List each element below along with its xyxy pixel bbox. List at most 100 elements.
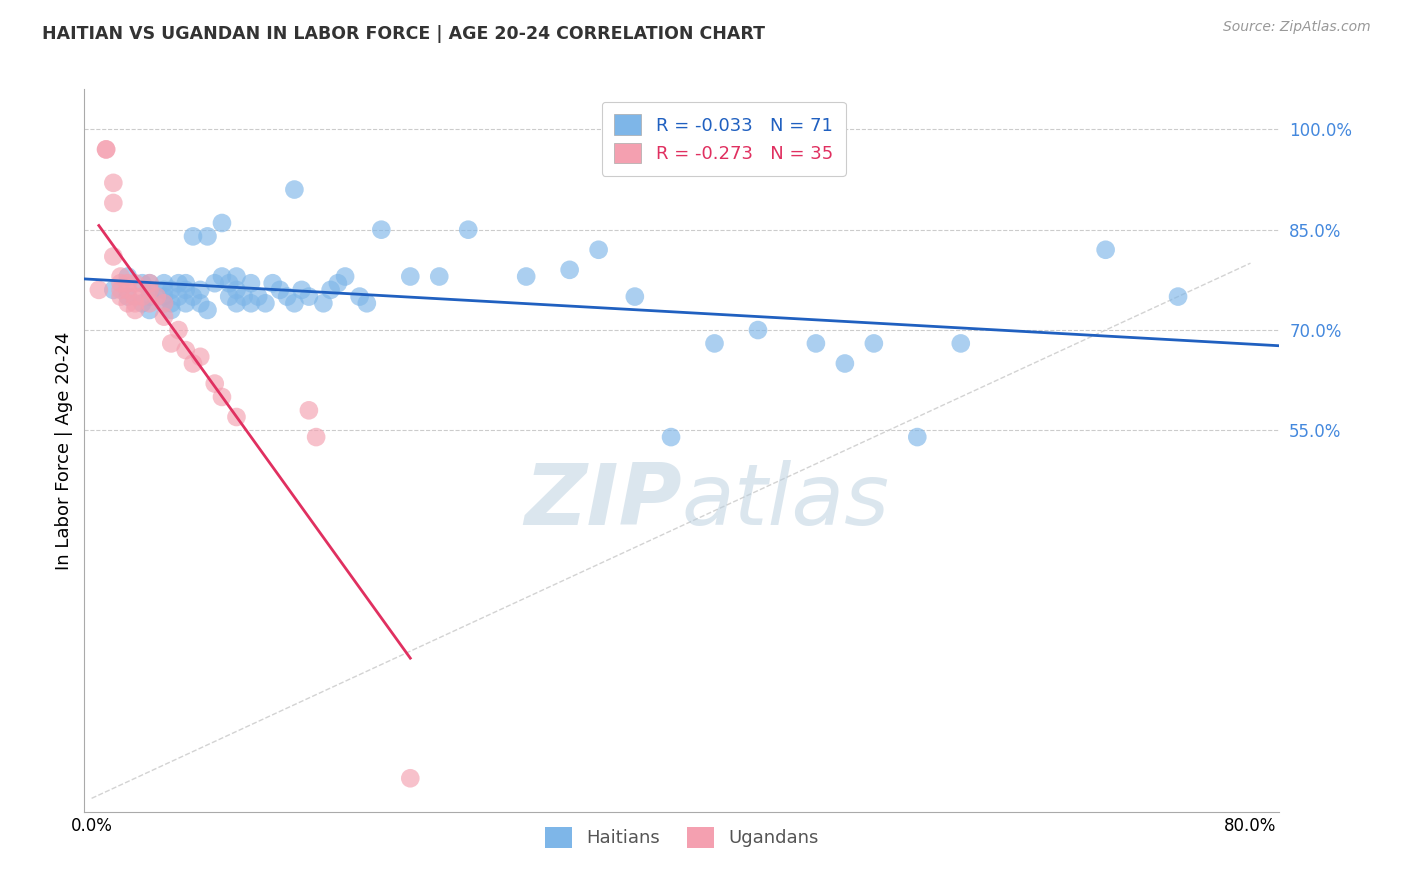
Point	[160, 336, 183, 351]
Point	[305, 430, 328, 444]
Point	[167, 289, 190, 303]
Point	[319, 283, 342, 297]
Point	[588, 243, 610, 257]
Point	[298, 403, 321, 417]
Point	[204, 277, 226, 291]
Point	[804, 336, 827, 351]
Point	[269, 283, 291, 297]
Point	[356, 296, 378, 310]
Text: ZIP: ZIP	[524, 459, 682, 542]
Point	[138, 277, 160, 291]
Point	[103, 250, 125, 264]
Point	[276, 289, 298, 303]
Point	[232, 289, 254, 303]
Point	[174, 343, 197, 358]
Point	[103, 196, 125, 211]
Point	[370, 223, 392, 237]
Point	[834, 356, 856, 371]
Point	[153, 310, 176, 324]
Point	[1094, 243, 1116, 257]
Point	[254, 296, 277, 310]
Point	[138, 289, 160, 303]
Point	[131, 296, 153, 310]
Point	[153, 289, 176, 303]
Point	[283, 296, 305, 310]
Point	[124, 303, 146, 318]
Point	[333, 269, 356, 284]
Point	[218, 277, 240, 291]
Point	[188, 296, 211, 310]
Point	[160, 283, 183, 297]
Point	[146, 289, 169, 303]
Point	[94, 143, 117, 157]
Point	[110, 283, 132, 297]
Point	[863, 336, 886, 351]
Point	[153, 296, 176, 310]
Point	[298, 289, 321, 303]
Point	[117, 296, 139, 310]
Point	[247, 289, 270, 303]
Point	[211, 269, 233, 284]
Point	[703, 336, 725, 351]
Point	[427, 269, 450, 284]
Text: HAITIAN VS UGANDAN IN LABOR FORCE | AGE 20-24 CORRELATION CHART: HAITIAN VS UGANDAN IN LABOR FORCE | AGE …	[42, 25, 765, 43]
Point	[103, 176, 125, 190]
Point	[174, 283, 197, 297]
Point	[153, 296, 176, 310]
Point	[181, 356, 204, 371]
Point	[197, 303, 219, 318]
Point	[131, 289, 153, 303]
Text: Source: ZipAtlas.com: Source: ZipAtlas.com	[1223, 20, 1371, 34]
Point	[117, 283, 139, 297]
Point	[110, 277, 132, 291]
Point	[153, 277, 176, 291]
Point	[181, 289, 204, 303]
Point	[94, 143, 117, 157]
Point	[747, 323, 769, 337]
Point	[124, 277, 146, 291]
Point	[211, 390, 233, 404]
Point	[167, 323, 190, 337]
Point	[326, 277, 349, 291]
Point	[174, 277, 197, 291]
Point	[905, 430, 928, 444]
Point	[124, 289, 146, 303]
Point	[117, 277, 139, 291]
Y-axis label: In Labor Force | Age 20-24: In Labor Force | Age 20-24	[55, 331, 73, 570]
Point	[138, 303, 160, 318]
Point	[624, 289, 647, 303]
Point	[211, 216, 233, 230]
Point	[117, 289, 139, 303]
Point	[291, 283, 314, 297]
Point	[110, 269, 132, 284]
Point	[558, 263, 581, 277]
Point	[117, 269, 139, 284]
Point	[239, 296, 262, 310]
Point	[225, 283, 247, 297]
Legend: Haitians, Ugandans: Haitians, Ugandans	[536, 818, 828, 857]
Point	[262, 277, 284, 291]
Point	[138, 277, 160, 291]
Point	[153, 283, 176, 297]
Point	[124, 296, 146, 310]
Point	[399, 771, 422, 786]
Point	[103, 283, 125, 297]
Point	[160, 303, 183, 318]
Point	[399, 269, 422, 284]
Point	[181, 229, 204, 244]
Point	[138, 283, 160, 297]
Point	[1167, 289, 1189, 303]
Point	[188, 350, 211, 364]
Point	[349, 289, 371, 303]
Point	[457, 223, 479, 237]
Point	[283, 182, 305, 196]
Point	[949, 336, 972, 351]
Text: atlas: atlas	[682, 459, 890, 542]
Point	[312, 296, 335, 310]
Point	[87, 283, 110, 297]
Point	[167, 277, 190, 291]
Point	[110, 289, 132, 303]
Point	[131, 277, 153, 291]
Point	[239, 277, 262, 291]
Point	[160, 296, 183, 310]
